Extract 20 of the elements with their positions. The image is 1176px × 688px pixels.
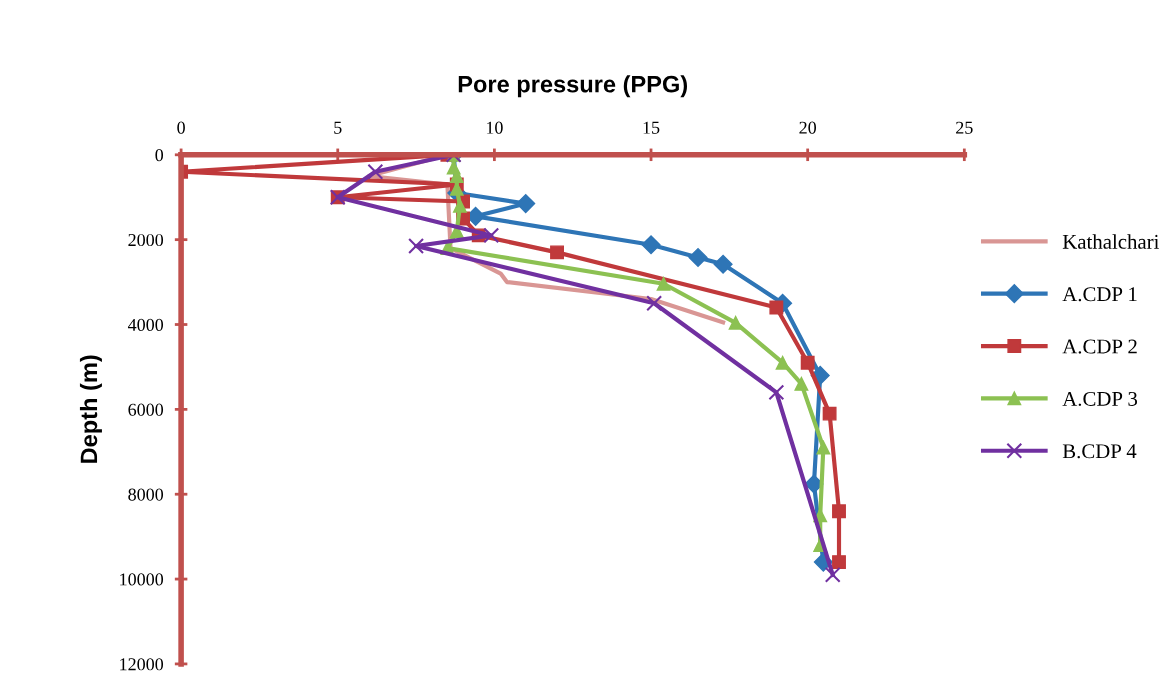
- legend-label: A.CDP 2: [1062, 339, 1137, 354]
- legend-label: A.CDP 3: [1062, 391, 1138, 406]
- chart-title: Pore pressure (PPG): [458, 75, 688, 98]
- y-tick-label: 10000: [120, 573, 164, 586]
- y-tick-label: 4000: [127, 318, 164, 331]
- x-tick-label: 25: [956, 121, 973, 134]
- legend-label: Kathalchari: [1062, 234, 1160, 249]
- x-tick-label: 5: [334, 121, 342, 134]
- legend-label: B.CDP 4: [1062, 444, 1137, 459]
- y-tick-label: 2000: [128, 233, 164, 247]
- y-tick-label: 0: [155, 149, 164, 162]
- y-tick-label: 6000: [128, 403, 164, 416]
- legend-label: A.CDP 1: [1062, 287, 1137, 302]
- x-tick-label: 10: [486, 121, 503, 134]
- y-axis-title: Depth (m): [79, 355, 102, 463]
- x-tick-label: 15: [643, 121, 660, 134]
- y-tick-label: 12000: [120, 658, 164, 671]
- y-tick-label: 8000: [128, 488, 164, 501]
- x-tick-label: 20: [799, 121, 817, 134]
- x-tick-label: 0: [177, 121, 185, 134]
